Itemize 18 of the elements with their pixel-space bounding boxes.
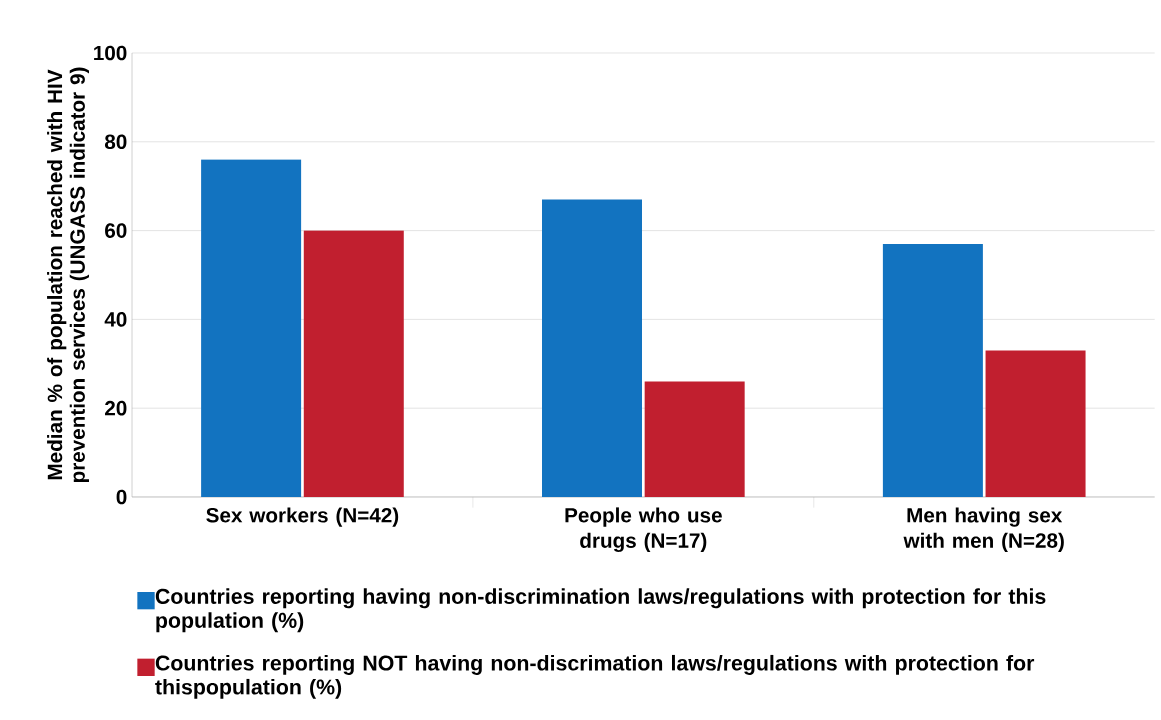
y-tick-label: 20 xyxy=(105,400,127,416)
bar xyxy=(985,350,1086,497)
bar xyxy=(201,159,302,497)
y-axis-title: Median % of population reached with HIV prevention services (UNGASS indicator 9) xyxy=(47,67,89,483)
x-tick-label: Men having sex with men (N=28) xyxy=(903,507,1064,552)
y-tick-label: 40 xyxy=(104,312,127,327)
legend-label: Countries reporting having non-discrimination laws/regulations with protection for this population (%) xyxy=(155,588,1046,633)
y-tick-label: 80 xyxy=(104,134,127,150)
x-tick-label: People who use drugs (N=17) xyxy=(565,507,722,553)
bar xyxy=(303,230,404,497)
y-tick-label: 0 xyxy=(116,489,127,505)
bar xyxy=(644,381,745,497)
bar xyxy=(882,243,983,497)
y-tick-label: 100 xyxy=(94,45,127,61)
x-tick-label: Sex workers (N=42) xyxy=(206,507,399,527)
bar xyxy=(542,199,642,497)
y-tick-label: 60 xyxy=(105,223,127,238)
legend-label: Countries reporting NOT having non-discrimation laws/regulations with protection for thispopulation (%) xyxy=(155,654,1035,699)
